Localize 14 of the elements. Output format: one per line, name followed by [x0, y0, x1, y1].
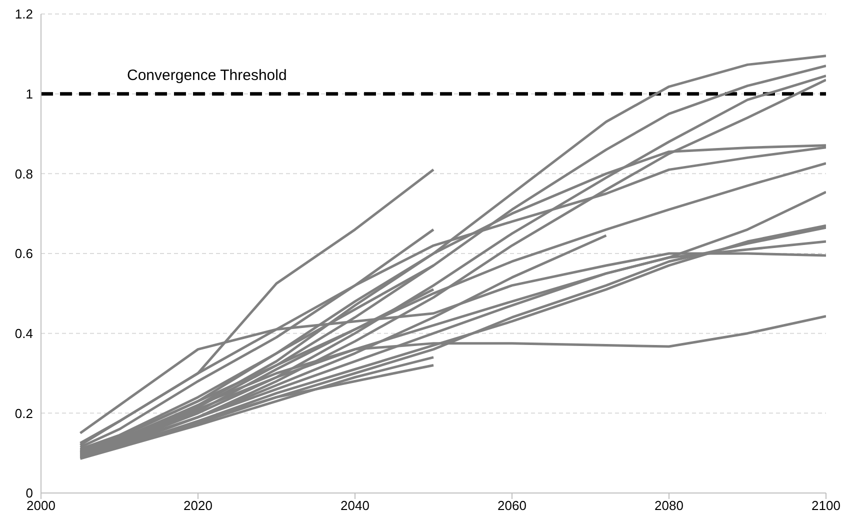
y-tick-label: 0.6	[14, 246, 33, 262]
y-tick-label: 0.2	[14, 406, 33, 421]
x-tick-label: 2020	[184, 498, 212, 514]
x-tick-label: 2100	[812, 498, 840, 514]
x-tick-label: 2060	[498, 498, 526, 514]
x-tick-label: 2080	[654, 498, 684, 514]
y-tick-label: 0.4	[14, 326, 33, 341]
ref-line-label: Convergence Threshold	[127, 66, 287, 84]
y-tick-label: 0	[26, 486, 33, 501]
x-tick-label: 2040	[340, 498, 370, 514]
y-tick-label: 1.2	[14, 6, 33, 22]
x-tick-label: 2000	[26, 498, 56, 514]
y-tick-label: 0.8	[14, 166, 33, 182]
y-tick-label: 1	[26, 86, 33, 102]
